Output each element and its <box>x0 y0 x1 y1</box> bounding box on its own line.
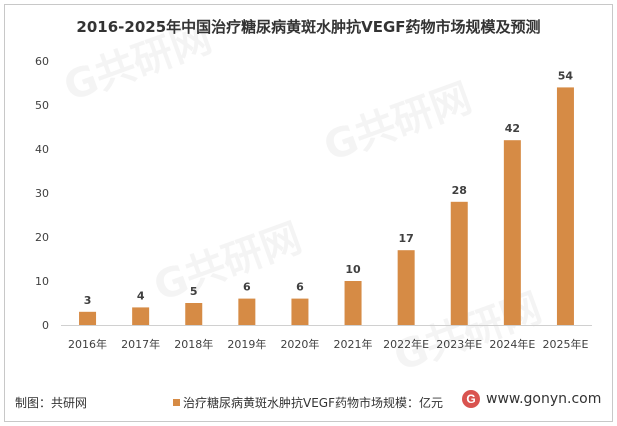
legend-label: 治疗糖尿病黄斑水肿抗VEGF药物市场规模：亿元 <box>183 396 443 410</box>
x-tick-label: 2020年 <box>280 337 319 351</box>
source-credit: 制图：共研网 <box>15 396 88 410</box>
y-tick-label: 50 <box>35 99 49 112</box>
x-tick-label: 2016年 <box>68 337 107 351</box>
y-tick-label: 10 <box>35 275 49 288</box>
data-label: 5 <box>190 285 198 298</box>
bar <box>397 250 415 325</box>
data-label: 3 <box>84 294 92 307</box>
bar <box>79 311 97 325</box>
bar <box>450 201 468 325</box>
bar <box>344 281 362 325</box>
chart-title: 2016-2025年中国治疗糖尿病黄斑水肿抗VEGF药物市场规模及预测 <box>76 18 541 36</box>
data-label: 6 <box>243 281 251 294</box>
bar <box>132 307 150 325</box>
x-tick-label: 2019年 <box>227 337 266 351</box>
x-tick-label: 2024年E <box>489 337 535 351</box>
data-label: 6 <box>296 281 304 294</box>
bar <box>291 298 309 325</box>
y-tick-label: 30 <box>35 187 49 200</box>
data-label: 4 <box>137 289 145 302</box>
x-tick-label: 2022年E <box>383 337 429 351</box>
bar <box>238 298 256 325</box>
y-tick-label: 60 <box>35 55 49 68</box>
data-label: 17 <box>398 232 413 245</box>
y-tick-label: 0 <box>42 319 49 332</box>
x-tick-label: 2018年 <box>174 337 213 351</box>
x-tick-label: 2023年E <box>436 337 482 351</box>
y-tick-label: 40 <box>35 143 49 156</box>
data-label: 28 <box>452 184 467 197</box>
data-label: 10 <box>345 263 361 276</box>
brand: G www.gonyn.com <box>462 390 601 408</box>
bar <box>503 140 521 325</box>
legend-swatch <box>173 399 180 406</box>
bar <box>556 87 574 326</box>
website-url[interactable]: www.gonyn.com <box>486 391 602 407</box>
legend: 治疗糖尿病黄斑水肿抗VEGF药物市场规模：亿元 <box>173 394 443 411</box>
x-tick-label: 2021年 <box>334 337 373 351</box>
x-tick-label: 2017年 <box>121 337 160 351</box>
y-tick-label: 20 <box>35 231 49 244</box>
bar <box>185 303 203 325</box>
data-label: 54 <box>558 69 574 82</box>
gonyn-logo-icon: G <box>462 390 480 408</box>
data-label: 42 <box>505 122 520 135</box>
x-tick-label: 2025年E <box>542 337 588 351</box>
